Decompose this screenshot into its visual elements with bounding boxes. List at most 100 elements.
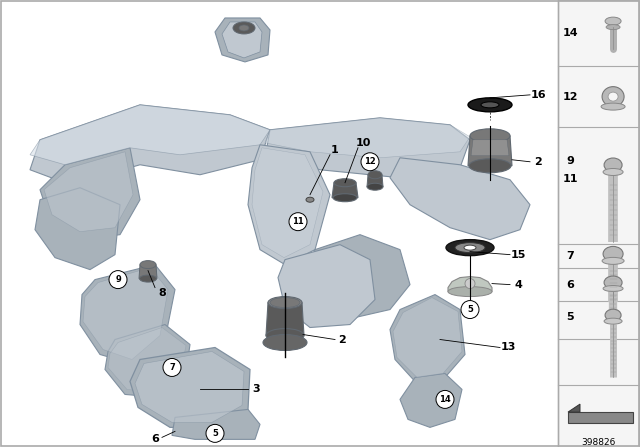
Polygon shape (139, 265, 157, 279)
Polygon shape (278, 245, 375, 327)
Ellipse shape (367, 183, 383, 190)
Circle shape (289, 213, 307, 231)
Polygon shape (471, 140, 509, 156)
Ellipse shape (481, 102, 499, 108)
Ellipse shape (333, 194, 357, 202)
Ellipse shape (464, 245, 476, 250)
Ellipse shape (603, 246, 623, 261)
Text: 12: 12 (364, 157, 376, 166)
Circle shape (163, 358, 181, 376)
Polygon shape (266, 302, 304, 336)
Polygon shape (367, 175, 383, 187)
Polygon shape (130, 348, 250, 427)
Polygon shape (83, 267, 168, 359)
Polygon shape (222, 22, 262, 58)
Text: 2: 2 (534, 157, 542, 167)
Text: 11: 11 (563, 174, 578, 184)
Text: 11: 11 (292, 217, 304, 226)
Polygon shape (393, 297, 462, 378)
Text: 14: 14 (562, 28, 578, 38)
Text: 12: 12 (563, 92, 578, 102)
Polygon shape (108, 327, 186, 392)
Ellipse shape (276, 299, 294, 306)
Polygon shape (80, 265, 175, 365)
Circle shape (361, 153, 379, 171)
Text: 15: 15 (510, 250, 525, 260)
Text: 7: 7 (566, 251, 574, 261)
Ellipse shape (270, 297, 300, 308)
Polygon shape (448, 276, 492, 292)
Text: 2: 2 (338, 335, 346, 345)
Ellipse shape (601, 103, 625, 110)
Ellipse shape (602, 258, 624, 264)
Ellipse shape (606, 25, 620, 30)
Ellipse shape (468, 98, 512, 112)
Polygon shape (390, 295, 465, 381)
Ellipse shape (603, 285, 623, 292)
Ellipse shape (469, 159, 511, 173)
Ellipse shape (605, 309, 621, 321)
Polygon shape (390, 158, 530, 240)
Text: 5: 5 (566, 312, 574, 322)
Polygon shape (215, 18, 270, 62)
Polygon shape (44, 152, 133, 232)
Ellipse shape (455, 243, 485, 253)
Ellipse shape (239, 25, 249, 31)
Polygon shape (568, 412, 633, 423)
Ellipse shape (470, 129, 510, 143)
Ellipse shape (266, 328, 304, 343)
Bar (558, 0, 639, 448)
Ellipse shape (605, 17, 621, 25)
Text: 3: 3 (252, 384, 260, 394)
Polygon shape (172, 409, 260, 439)
Ellipse shape (602, 86, 624, 107)
Text: 14: 14 (439, 395, 451, 404)
Ellipse shape (446, 240, 494, 256)
Ellipse shape (233, 22, 255, 34)
Text: 6: 6 (151, 435, 159, 444)
Circle shape (436, 391, 454, 409)
Circle shape (206, 424, 224, 442)
Text: 16: 16 (530, 90, 546, 100)
Ellipse shape (604, 158, 622, 172)
Ellipse shape (448, 287, 492, 297)
Ellipse shape (140, 261, 156, 269)
Polygon shape (568, 404, 580, 412)
Polygon shape (265, 118, 470, 158)
Text: 10: 10 (355, 138, 371, 148)
Polygon shape (305, 235, 410, 318)
Text: 7: 7 (169, 363, 175, 372)
Polygon shape (30, 105, 270, 185)
Ellipse shape (140, 275, 157, 282)
Ellipse shape (334, 179, 356, 187)
Ellipse shape (268, 297, 302, 309)
Ellipse shape (306, 197, 314, 202)
Text: 1: 1 (331, 145, 339, 155)
Ellipse shape (368, 171, 382, 179)
Text: 5: 5 (467, 305, 473, 314)
Polygon shape (30, 105, 270, 165)
Ellipse shape (604, 276, 622, 289)
Ellipse shape (263, 335, 307, 350)
Text: 6: 6 (566, 280, 574, 289)
Text: 9: 9 (115, 275, 121, 284)
Polygon shape (40, 148, 140, 240)
Text: 398826: 398826 (581, 438, 616, 447)
Polygon shape (400, 374, 462, 427)
Circle shape (461, 301, 479, 319)
Polygon shape (265, 118, 470, 178)
Polygon shape (135, 352, 244, 422)
Ellipse shape (604, 318, 622, 324)
Polygon shape (252, 148, 323, 258)
Circle shape (465, 279, 475, 289)
Polygon shape (468, 136, 512, 166)
Text: 8: 8 (158, 288, 166, 297)
Polygon shape (248, 145, 330, 265)
Polygon shape (332, 183, 358, 198)
Ellipse shape (608, 92, 618, 101)
Text: 4: 4 (514, 280, 522, 289)
Polygon shape (105, 324, 190, 397)
Text: 5: 5 (212, 429, 218, 438)
Circle shape (109, 271, 127, 289)
Polygon shape (35, 188, 120, 270)
